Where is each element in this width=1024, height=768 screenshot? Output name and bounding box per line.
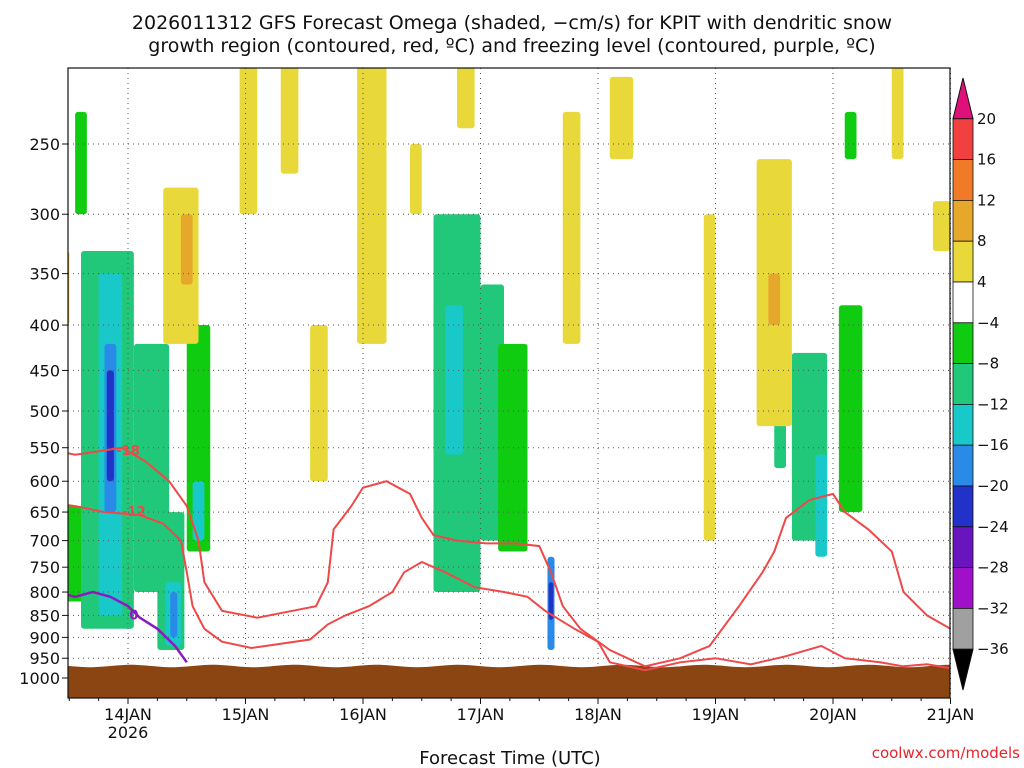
colorbar-tick-label: −16 (977, 436, 1009, 454)
omega-cell (410, 144, 422, 215)
x-tick-label: 21JAN (927, 705, 975, 724)
freezing-level-line (5, 648, 20, 674)
title: 2026011312 GFS Forecast Omega (shaded, −… (132, 12, 892, 57)
omega-cell (932, 201, 950, 251)
colorbar-segment (952, 608, 974, 650)
omega-cell (75, 111, 87, 215)
y-tick-label: 650 (29, 503, 60, 522)
dgz-contour-line (68, 504, 950, 672)
colorbar-segment (952, 444, 974, 487)
y-tick-label: 1000 (19, 669, 60, 688)
omega-cell (357, 68, 387, 344)
y-tick-label: 250 (29, 135, 60, 154)
colorbar-segment (952, 322, 974, 364)
y-tick-label: 800 (29, 583, 60, 602)
credit-text: coolwx.com/models (872, 744, 1020, 762)
x-tick-label: 20JAN (809, 705, 857, 724)
omega-cell (180, 214, 193, 285)
omega-cell (239, 68, 258, 215)
x-tick-label: 17JAN (457, 705, 505, 724)
dgz-contour-line (68, 446, 950, 668)
colorbar-segment (952, 199, 974, 242)
omega-cell (548, 582, 554, 620)
colorbar-segment (952, 526, 974, 568)
omega-cell (106, 370, 114, 482)
y-tick-label: 700 (29, 532, 60, 551)
x-tick-label: 14JAN (104, 705, 152, 724)
omega-cell (609, 76, 634, 160)
colorbar-segment (952, 118, 974, 161)
x-tick-label: 16JAN (339, 705, 387, 724)
colorbar-tick-label: 8 (977, 232, 987, 250)
omega-cell (768, 273, 781, 326)
omega-cell (815, 454, 828, 557)
omega-cell (310, 325, 328, 482)
omega-cell (844, 111, 857, 160)
omega-cell (838, 305, 863, 513)
colorbar-segment (952, 363, 974, 405)
y-tick-label: 350 (29, 265, 60, 284)
y-tick-label: 900 (29, 628, 60, 647)
y-tick-label: 450 (29, 361, 60, 380)
colorbar-tick-label: 4 (977, 273, 987, 291)
dgz-contour-label: -18 (116, 444, 140, 459)
colorbar: 20 16 12 8 4 −4 −8 −12 −16 −20 −24 −28 −32 −36 (952, 77, 1009, 691)
freezing-level-label: 0 (129, 608, 138, 623)
omega-cell (280, 68, 299, 174)
colorbar-tick-label: −28 (977, 559, 1009, 577)
chart-title-line-1: 2026011312 GFS Forecast Omega (shaded, −… (132, 12, 892, 34)
x-tick-label: 18JAN (574, 705, 622, 724)
omega-shading (68, 68, 950, 651)
colorbar-tick-label: −20 (977, 477, 1009, 495)
omega-cell (703, 214, 716, 541)
omega-cell (562, 111, 581, 344)
colorbar-tick-label: −12 (977, 395, 1009, 413)
colorbar-tick-label: −24 (977, 518, 1009, 536)
y-tick-label: 750 (29, 558, 60, 577)
colorbar-tick-label: 12 (977, 191, 996, 209)
dgz-contour-label: -12 (122, 505, 146, 520)
y-tick-label: 600 (29, 472, 60, 491)
colorbar-tick-label: −8 (977, 355, 999, 373)
colorbar-segment (952, 485, 974, 528)
colorbar-tick-label: −36 (977, 640, 1009, 658)
freezing-level-line (68, 590, 188, 664)
y-tick-label: 850 (29, 606, 60, 625)
y-tick-label: 400 (29, 316, 60, 335)
x-tick-sublabel: 2026 (108, 723, 149, 742)
colorbar-triangle-top (952, 77, 974, 120)
dgz-contours: -18 -12 0 (5, 444, 950, 674)
y-tick-label: 550 (29, 439, 60, 458)
ground-surface (68, 664, 950, 698)
y-axis: 250 300 350 400 450 500 550 600 650 700 750 800 850 9… (19, 135, 68, 688)
chart-title-line-2: growth region (contoured, red, ºC) and f… (148, 35, 875, 57)
colorbar-tick-label: −32 (977, 599, 1009, 617)
x-tick-label: 19JAN (692, 705, 740, 724)
y-tick-label: 950 (29, 649, 60, 668)
colorbar-tick-label: 20 (977, 110, 996, 128)
colorbar-triangle-bottom (952, 648, 974, 691)
plot-area: -18 -12 0 250 300 350 400 450 500 550 600 650 700 750… (5, 67, 975, 742)
x-tick-label: 15JAN (222, 705, 270, 724)
colorbar-tick-label: 16 (977, 151, 996, 169)
omega-cell (192, 481, 205, 541)
plot-frame (67, 67, 951, 699)
x-axis-label: Forecast Time (UTC) (419, 748, 600, 768)
colorbar-segment (952, 567, 974, 609)
y-tick-label: 500 (29, 402, 60, 421)
y-tick-label: 300 (29, 205, 60, 224)
colorbar-segment (952, 240, 974, 283)
colorbar-segment (952, 281, 974, 324)
colorbar-tick-label: −4 (977, 314, 999, 332)
omega-cell (170, 592, 178, 638)
colorbar-segment (952, 159, 974, 201)
colorbar-segment (952, 403, 974, 446)
omega-cell (457, 68, 475, 129)
omega-cell (445, 305, 463, 455)
omega-cell (891, 68, 904, 160)
omega-cell (498, 343, 528, 552)
